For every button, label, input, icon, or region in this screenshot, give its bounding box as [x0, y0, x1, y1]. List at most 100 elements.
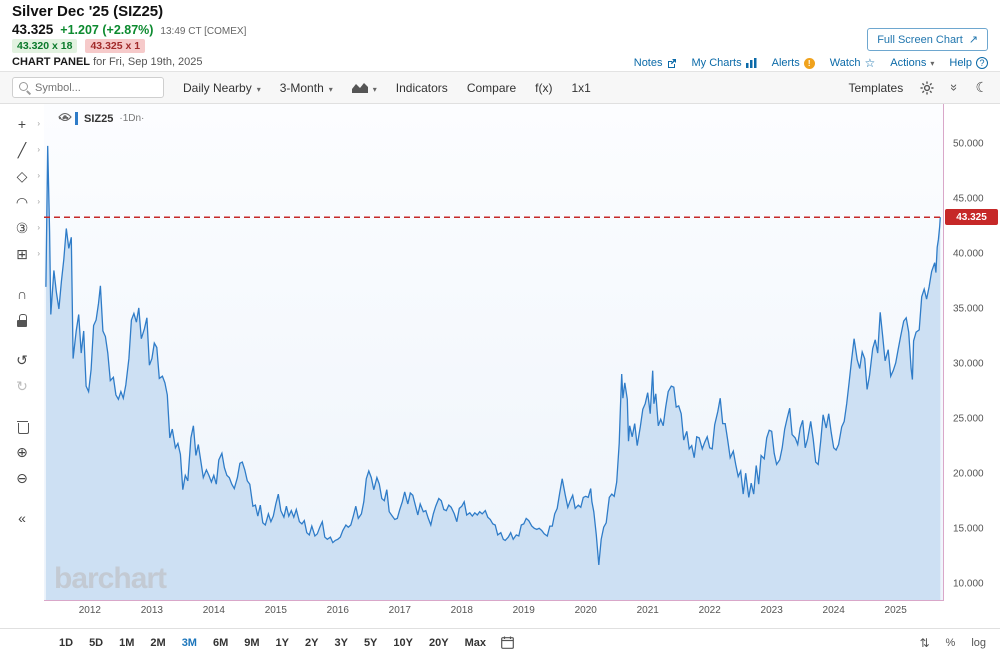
pattern-tool-icon: ⊞ [16, 245, 28, 262]
help-link[interactable]: Help ? [949, 57, 988, 69]
range-2m-button[interactable]: 2M [143, 634, 172, 652]
price-axis[interactable]: 10.000 15.000 20.000 25.000 30.000 35.000 40.0… [944, 104, 1000, 601]
chart-panel-caption: CHART PANEL for Fri, Sep 19th, 2025 [12, 56, 203, 68]
chart-type-dropdown[interactable] [351, 81, 377, 95]
zoom-in-button-icon: ⊕ [16, 443, 28, 460]
range-10y-button[interactable]: 10Y [386, 634, 420, 652]
chart-plot-area[interactable]: barchart SIZ25 ·1Dn· [44, 104, 944, 601]
symbol-search[interactable] [12, 77, 164, 98]
x-axis-label: 2025 [884, 605, 907, 616]
lock-tool[interactable] [7, 308, 37, 332]
y-axis-label: 25.000 [953, 413, 984, 425]
expand-caret-icon: › [37, 223, 40, 232]
range-1m-button[interactable]: 1M [112, 634, 141, 652]
notes-link[interactable]: Notes [634, 57, 677, 69]
zoom-out-button[interactable]: ⊖ [7, 466, 37, 490]
templates-button[interactable]: Templates [849, 81, 904, 95]
range-20y-button[interactable]: 20Y [422, 634, 456, 652]
range-5d-button[interactable]: 5D [82, 634, 110, 652]
zoom-in-button[interactable]: ⊕ [7, 440, 37, 464]
indicators-button[interactable]: Indicators [396, 81, 448, 95]
delete-tool[interactable] [7, 414, 37, 438]
x-axis-label: 2024 [822, 605, 845, 616]
full-screen-chart-label: Full Screen Chart [877, 33, 963, 46]
bid-quote: 43.320 x 18 [12, 39, 78, 53]
functions-button[interactable]: f(x) [535, 81, 552, 95]
pattern-tool[interactable]: ⊞ › [7, 242, 40, 266]
redo-button[interactable]: ↻ [7, 374, 37, 398]
symbol-title: Silver Dec '25 (SIZ25) [12, 3, 164, 20]
x-axis-label: 2019 [512, 605, 535, 616]
undo-button[interactable]: ↺ [7, 348, 37, 372]
y-axis-label: 45.000 [953, 193, 984, 205]
collapse-toolbar-icon[interactable]: » [947, 83, 963, 92]
shapes-tool[interactable]: ◇ › [7, 164, 40, 188]
price-chart [44, 145, 943, 600]
range-1d-button[interactable]: 1D [52, 634, 80, 652]
alerts-link[interactable]: Alerts ! [772, 57, 815, 69]
range-6m-button[interactable]: 6M [206, 634, 235, 652]
series-symbol: SIZ25 [84, 112, 114, 125]
alerts-label: Alerts [771, 57, 800, 69]
layout-button[interactable]: 1x1 [572, 81, 591, 95]
dark-mode-toggle[interactable] [975, 79, 988, 96]
expand-caret-icon: › [37, 197, 40, 206]
log-scale-toggle[interactable]: log [971, 636, 986, 649]
compare-button[interactable]: Compare [467, 81, 516, 95]
chart-region: barchart SIZ25 ·1Dn· 10.000 15.000 20.000 2… [44, 104, 1000, 628]
time-axis[interactable]: 2012 2013 2014 2015 2016 2017 2018 2019 2020 2021… [44, 601, 944, 621]
interval-arrows-icon[interactable] [919, 636, 929, 650]
search-icon [19, 82, 30, 93]
x-axis-label: 2016 [326, 605, 349, 616]
expand-caret-icon: › [37, 119, 40, 128]
chevron-down-icon [930, 57, 934, 69]
y-axis-label: 20.000 [953, 468, 984, 480]
chart-bars-icon [745, 58, 757, 68]
help-icon: ? [976, 57, 988, 69]
compare-label: Compare [466, 80, 517, 95]
magnet-tool[interactable]: ∩ [7, 282, 37, 306]
cursor-tool[interactable]: + › [7, 112, 40, 136]
layout-label: 1x1 [571, 80, 591, 95]
collapse-sidebar-button-icon: « [18, 510, 26, 526]
range-max-button[interactable]: Max [458, 634, 493, 652]
range-2y-button[interactable]: 2Y [298, 634, 325, 652]
star-icon [865, 56, 876, 70]
range-3y-button[interactable]: 3Y [327, 634, 354, 652]
settings-gear-icon[interactable] [920, 81, 934, 95]
series-label[interactable]: SIZ25 ·1Dn· [58, 112, 144, 125]
ask-quote: 43.325 x 1 [85, 39, 146, 53]
price-line-series [45, 145, 941, 566]
range-5y-button[interactable]: 5Y [357, 634, 384, 652]
arc-tool[interactable]: ◠ › [7, 190, 40, 214]
collapse-sidebar-button[interactable]: « [7, 506, 37, 530]
calendar-icon[interactable] [501, 636, 514, 649]
full-screen-chart-button[interactable]: Full Screen Chart [867, 28, 988, 51]
range-dropdown[interactable]: 3-Month [280, 81, 333, 95]
frequency-dropdown[interactable]: Daily Nearby [183, 81, 261, 95]
y-axis-label: 35.000 [953, 303, 984, 315]
zoom-out-button-icon: ⊖ [16, 469, 28, 486]
range-9m-button[interactable]: 9M [237, 634, 266, 652]
area-chart-icon [351, 83, 368, 93]
my-charts-link[interactable]: My Charts [692, 57, 757, 69]
x-axis-label: 2017 [388, 605, 411, 616]
annotation-tool[interactable]: ③ › [7, 216, 40, 240]
trendline-tool[interactable]: ╱ › [7, 138, 40, 162]
indicators-label: Indicators [395, 80, 448, 95]
range-buttons: 1D 5D 1M 2M 3M 6M 9M 1Y 2Y 3Y 5Y 10Y 20Y Max [52, 634, 493, 652]
external-arrow-icon [969, 33, 978, 46]
y-axis-label: 30.000 [953, 358, 984, 370]
range-3m-button[interactable]: 3M [175, 634, 204, 652]
x-axis-label: 2020 [574, 605, 597, 616]
watch-link[interactable]: Watch [830, 56, 876, 70]
chevron-down-icon [373, 81, 377, 95]
actions-dropdown[interactable]: Actions [890, 57, 934, 69]
watch-label: Watch [829, 57, 861, 69]
price-row: 43.325 +1.207 (+2.87%) 13:49 CT [COMEX] [12, 22, 246, 37]
range-1y-button[interactable]: 1Y [269, 634, 296, 652]
percent-scale-toggle[interactable]: % [945, 636, 956, 649]
chart-toolbar: Daily Nearby 3-Month Indicators Compare … [0, 72, 1000, 104]
symbol-search-input[interactable] [35, 81, 157, 94]
notes-label: Notes [633, 57, 663, 69]
